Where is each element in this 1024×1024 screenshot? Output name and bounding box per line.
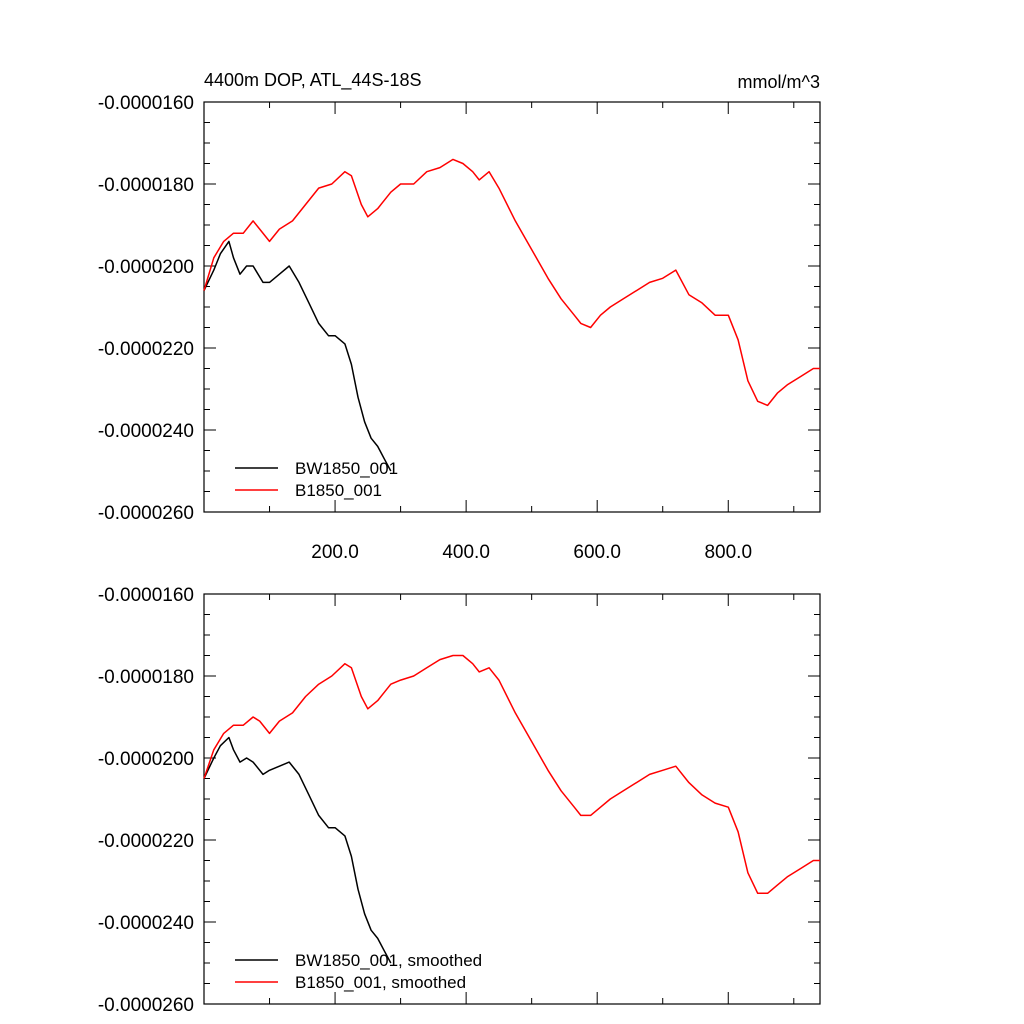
y-axis-tick-labels: -0.0000160 -0.0000180 -0.0000200 -0.0000220… — [98, 585, 194, 1016]
units-label: mmol/m^3 — [738, 72, 820, 92]
legend-label: BW1850_001, smoothed — [295, 951, 482, 970]
plot-frame — [203, 593, 821, 1005]
series-line — [203, 158, 820, 407]
y-tick-label: -0.0000240 — [98, 913, 194, 934]
y-tick-label: -0.0000200 — [98, 257, 194, 278]
y-tick-label: -0.0000180 — [98, 667, 194, 688]
x-tick-label: 600.0 — [573, 542, 621, 563]
chart-title: 4400m DOP, ATL_44S-18S — [204, 70, 421, 91]
y-tick-label: -0.0000160 — [98, 585, 194, 606]
series-line — [203, 240, 392, 472]
y-tick-label: -0.0000220 — [98, 339, 194, 360]
y-tick-label: -0.0000200 — [98, 749, 194, 770]
x-axis-tick-labels: 200.0 400.0 600.0 800.0 — [311, 542, 752, 563]
x-tick-label: 400.0 — [442, 542, 490, 563]
axis-ticks — [204, 102, 820, 512]
legend: BW1850_001 B1850_001 — [235, 459, 398, 500]
legend-label: B1850_001, smoothed — [295, 973, 466, 992]
legend-label: B1850_001 — [295, 481, 382, 500]
bottom-panel: -0.0000160 -0.0000180 -0.0000200 -0.0000220… — [98, 585, 821, 1016]
series-lines — [203, 158, 820, 472]
legend: BW1850_001, smoothed B1850_001, smoothed — [235, 951, 482, 992]
plot-frame — [203, 101, 821, 513]
series-lines — [203, 654, 820, 964]
y-axis-tick-labels: -0.0000160 -0.0000180 -0.0000200 -0.0000220… — [98, 93, 194, 524]
y-tick-label: -0.0000180 — [98, 175, 194, 196]
y-tick-label: -0.0000240 — [98, 421, 194, 442]
y-tick-label: -0.0000220 — [98, 831, 194, 852]
top-panel: 4400m DOP, ATL_44S-18S mmol/m^3 -0.00001… — [98, 70, 821, 563]
y-tick-label: -0.0000160 — [98, 93, 194, 114]
series-line — [203, 736, 392, 964]
y-tick-label: -0.0000260 — [98, 995, 194, 1016]
axis-ticks — [204, 594, 820, 1004]
x-tick-label: 800.0 — [704, 542, 752, 563]
series-line — [203, 654, 820, 895]
x-tick-label: 200.0 — [311, 542, 359, 563]
legend-label: BW1850_001 — [295, 459, 398, 478]
y-tick-label: -0.0000260 — [98, 503, 194, 524]
